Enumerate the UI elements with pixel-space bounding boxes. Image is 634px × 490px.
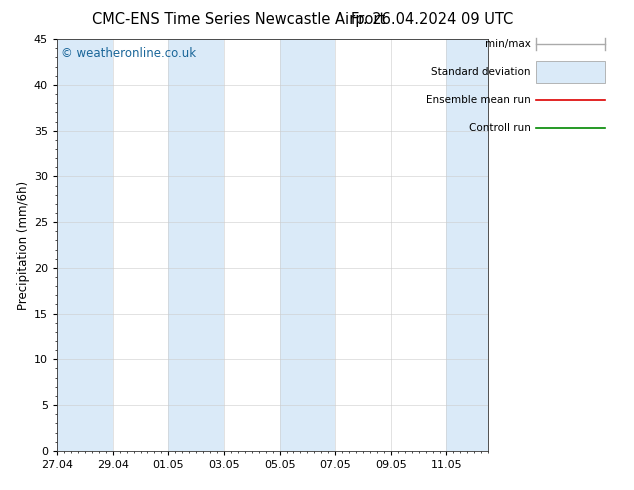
Text: Fr. 26.04.2024 09 UTC: Fr. 26.04.2024 09 UTC bbox=[351, 12, 514, 27]
Text: © weatheronline.co.uk: © weatheronline.co.uk bbox=[61, 48, 197, 60]
Text: Controll run: Controll run bbox=[469, 123, 531, 133]
Text: min/max: min/max bbox=[485, 39, 531, 49]
Bar bbox=[168, 39, 224, 451]
Text: Standard deviation: Standard deviation bbox=[431, 67, 531, 77]
Bar bbox=[57, 39, 113, 451]
Y-axis label: Precipitation (mm/6h): Precipitation (mm/6h) bbox=[16, 180, 30, 310]
Text: Ensemble mean run: Ensemble mean run bbox=[426, 95, 531, 105]
Bar bbox=[280, 39, 335, 451]
Bar bbox=[446, 39, 488, 451]
Text: CMC-ENS Time Series Newcastle Airport: CMC-ENS Time Series Newcastle Airport bbox=[91, 12, 385, 27]
